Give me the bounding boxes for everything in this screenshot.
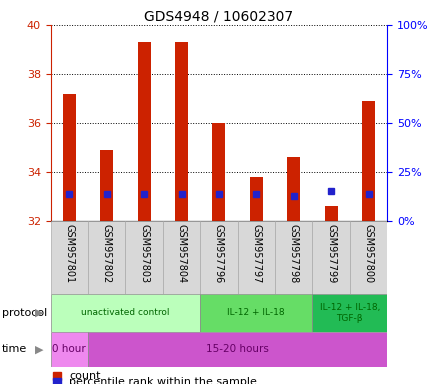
Bar — [51, 294, 200, 332]
Bar — [125, 221, 163, 294]
Text: 0 hour: 0 hour — [52, 344, 86, 354]
Text: unactivated control: unactivated control — [81, 308, 170, 318]
Bar — [88, 221, 125, 294]
Bar — [200, 294, 312, 332]
Text: time: time — [2, 344, 27, 354]
Text: ▶: ▶ — [35, 308, 44, 318]
Text: IL-12 + IL-18,
TGF-β: IL-12 + IL-18, TGF-β — [319, 303, 380, 323]
Bar — [175, 42, 188, 221]
Text: GSM957796: GSM957796 — [214, 224, 224, 283]
Bar — [63, 93, 76, 221]
Bar — [312, 294, 387, 332]
Text: protocol: protocol — [2, 308, 48, 318]
Bar — [275, 221, 312, 294]
Text: percentile rank within the sample: percentile rank within the sample — [69, 377, 257, 384]
Bar — [287, 157, 300, 221]
Bar — [213, 123, 225, 221]
Text: GSM957798: GSM957798 — [289, 224, 299, 283]
Bar — [350, 221, 387, 294]
Text: IL-12 + IL-18: IL-12 + IL-18 — [227, 308, 285, 318]
Text: count: count — [69, 371, 101, 381]
Bar — [312, 221, 350, 294]
Text: GSM957800: GSM957800 — [363, 224, 374, 283]
Text: GSM957804: GSM957804 — [176, 224, 187, 283]
Text: 15-20 hours: 15-20 hours — [206, 344, 269, 354]
Bar — [200, 221, 238, 294]
Bar — [325, 206, 337, 221]
Title: GDS4948 / 10602307: GDS4948 / 10602307 — [144, 10, 293, 24]
Bar — [51, 221, 88, 294]
Bar — [163, 221, 200, 294]
Bar — [362, 101, 375, 221]
Text: ▶: ▶ — [35, 344, 44, 354]
Bar — [88, 332, 387, 367]
Text: GSM957797: GSM957797 — [251, 224, 261, 283]
Text: GSM957803: GSM957803 — [139, 224, 149, 283]
Text: GSM957802: GSM957802 — [102, 224, 112, 283]
Bar — [238, 221, 275, 294]
Bar — [250, 177, 263, 221]
Bar — [51, 332, 88, 367]
Bar — [138, 42, 150, 221]
Bar — [100, 150, 113, 221]
Text: GSM957799: GSM957799 — [326, 224, 336, 283]
Text: GSM957801: GSM957801 — [64, 224, 74, 283]
